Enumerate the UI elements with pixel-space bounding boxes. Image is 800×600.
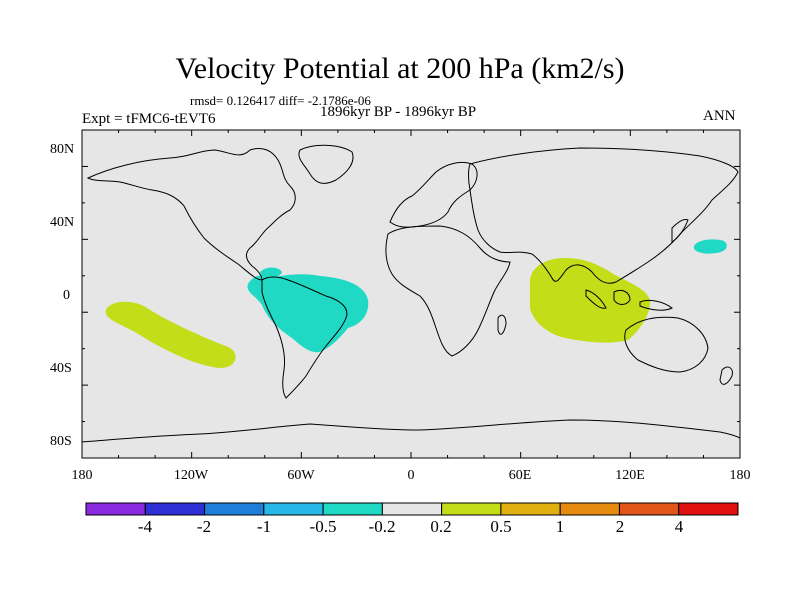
colorbar-swatch bbox=[500, 502, 561, 516]
colorbar bbox=[85, 502, 739, 516]
lon-label-180w: 180 bbox=[71, 468, 93, 483]
coastline-north-america bbox=[86, 147, 296, 281]
colorbar-swatch bbox=[263, 502, 324, 516]
experiment-label: Expt = tFMC6-tEVT6 bbox=[82, 111, 216, 127]
colorbar-swatch bbox=[144, 502, 206, 516]
period-label: 1896kyr BP - 1896kyr BP bbox=[320, 104, 477, 120]
coastline-asia bbox=[468, 147, 739, 284]
coastline-new-guinea bbox=[639, 299, 673, 311]
season-label: ANN bbox=[703, 108, 736, 124]
coastline-borneo bbox=[613, 289, 631, 305]
colorbar-swatch bbox=[678, 502, 739, 516]
positive-region-south-pacific bbox=[105, 301, 236, 368]
colorbar-swatch bbox=[204, 502, 265, 516]
coastline-africa bbox=[385, 225, 511, 357]
colorbar-label: -2 bbox=[196, 517, 212, 536]
colorbar-label: -1 bbox=[256, 517, 272, 536]
tick-marks bbox=[81, 129, 741, 459]
coastline-antarctica bbox=[81, 419, 741, 443]
coastline-new-zealand bbox=[719, 366, 733, 385]
colorbar-label: -4 bbox=[137, 517, 153, 536]
negative-region-south-america bbox=[247, 274, 369, 353]
lat-label-80n: 80N bbox=[50, 142, 75, 157]
colorbar-label: 4 bbox=[674, 517, 684, 536]
lon-label-60w: 60W bbox=[287, 468, 315, 483]
coastline-greenland bbox=[298, 144, 354, 184]
colorbar-label: -0.2 bbox=[368, 517, 396, 536]
lon-label-120w: 120W bbox=[173, 468, 209, 483]
colorbar-label: 0.5 bbox=[490, 517, 512, 536]
coastline-japan bbox=[671, 219, 689, 243]
lon-label-60e: 60E bbox=[508, 468, 532, 483]
lat-label-80s: 80S bbox=[50, 434, 72, 449]
coastline-madagascar bbox=[497, 314, 507, 335]
colorbar-label: 0.2 bbox=[430, 517, 452, 536]
lat-label-40n: 40N bbox=[50, 215, 75, 230]
rmsd-stats: rmsd= 0.126417 diff= -2.1786e-06 bbox=[190, 93, 371, 108]
lat-label-0: 0 bbox=[63, 288, 70, 303]
colorbar-swatch bbox=[559, 502, 620, 516]
negative-region-central-america bbox=[260, 267, 282, 279]
colorbar-swatch bbox=[85, 502, 146, 516]
lat-label-40s: 40S bbox=[50, 361, 72, 376]
coastline-europe bbox=[389, 161, 478, 228]
colorbar-swatch bbox=[322, 502, 383, 516]
colorbar-label: 1 bbox=[555, 517, 565, 536]
lon-label-0: 0 bbox=[407, 468, 415, 483]
colorbar-label: -0.5 bbox=[309, 517, 337, 536]
coastlines bbox=[81, 144, 741, 443]
coastline-south-america bbox=[261, 276, 348, 399]
coastline-sumatra bbox=[585, 289, 607, 309]
colorbar-swatch bbox=[381, 502, 443, 516]
colorbar-label: 2 bbox=[615, 517, 625, 536]
colorbar-swatch bbox=[441, 502, 502, 516]
coastline-australia bbox=[624, 316, 709, 373]
map-title: Velocity Potential at 200 hPa (km2/s) bbox=[175, 52, 625, 85]
negative-region-north-pacific bbox=[693, 239, 727, 254]
colorbar-swatch bbox=[618, 502, 680, 516]
lon-label-120e: 120E bbox=[615, 468, 645, 483]
lon-label-180e: 180 bbox=[729, 468, 751, 483]
